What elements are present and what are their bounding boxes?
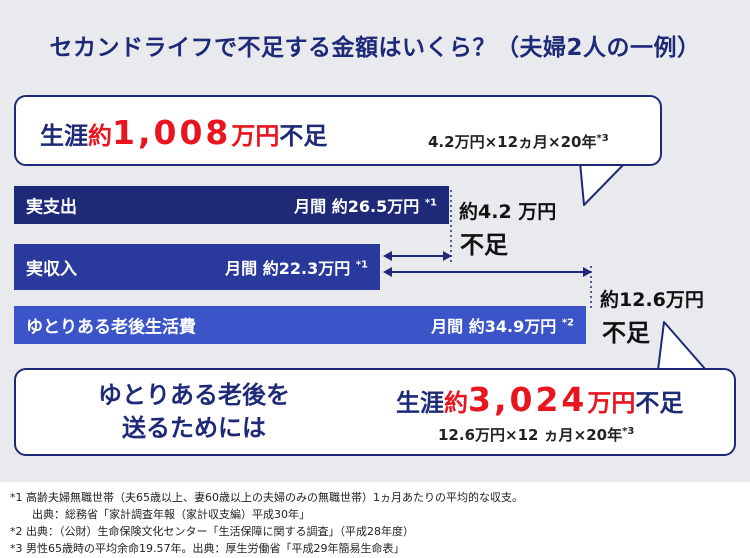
bar-actual-income: 実収入 月間 約22.3万円 *1 (14, 244, 380, 290)
bar-footnote-mark: *1 (424, 197, 437, 209)
footnote-1: *1 高齢夫婦無職世帯（夫65歳以上、妻60歳以上の夫婦のみの無職世帯）1ヵ月あ… (10, 491, 523, 504)
footnotes: *1 高齢夫婦無職世帯（夫65歳以上、妻60歳以上の夫婦のみの無職世帯）1ヵ月あ… (10, 489, 523, 557)
bar-footnote-mark: *1 (355, 259, 368, 271)
bubble1-lifetime: 生涯約1,008万円不足 (40, 113, 328, 152)
bubble1-calculation: 4.2万円×12ヵ月×20年*3 (428, 133, 609, 151)
bar-category-label: ゆとりある老後生活費 (26, 317, 196, 338)
footnote-1-source: 出典：総務省「家計調査年報（家計収支編）平成30年」 (10, 508, 310, 521)
gap2-amount: 約12.6万円 (600, 289, 704, 311)
guide-lines (383, 190, 592, 310)
bar-value-text: 月間 約22.3万円 (225, 259, 351, 278)
bar-value-text: 月間 約26.5万円 (294, 197, 420, 216)
gap1-shortage: 不足 (460, 231, 508, 259)
bar-footnote-mark: *2 (561, 317, 574, 329)
bar-comfortable-living-cost: ゆとりある老後生活費 月間 約34.9万円 *2 (14, 306, 586, 344)
bubble2-lifetime: 生涯約3,024万円不足 (396, 380, 684, 419)
page-title: セカンドライフで不足する金額はいくら？（夫婦2人の一例） (49, 35, 701, 61)
bar-actual-expense: 実支出 月間 約26.5万円 *1 (14, 186, 449, 224)
bar-value-label: 月間 約26.5万円 *1 (294, 193, 437, 217)
lifetime-shortage-bubble-2 (14, 368, 736, 456)
footnote-3: *3 男性65歳時の平均余命19.57年。出典：厚生労働省「平成29年簡易生命表… (10, 542, 405, 555)
gap2-shortage: 不足 (602, 319, 650, 347)
bar-value-label: 月間 約22.3万円 *1 (225, 255, 368, 279)
footnote-2: *2 出典：（公財）生命保険文化センター「生活保障に関する調査」（平成28年度） (10, 525, 414, 538)
lifetime-shortage-bubble-1 (14, 95, 662, 166)
bar-value-text: 月間 約34.9万円 (431, 317, 557, 336)
bar-category-label: 実収入 (26, 259, 77, 280)
bar-category-label: 実支出 (26, 197, 77, 218)
gap1-amount: 約4.2 万円 (459, 201, 557, 223)
bubble2-heading: ゆとりある老後を 送るためには (98, 381, 290, 442)
bubble2-calculation: 12.6万円×12 ヵ月×20年*3 (438, 426, 635, 444)
bar-value-label: 月間 約34.9万円 *2 (431, 313, 574, 337)
